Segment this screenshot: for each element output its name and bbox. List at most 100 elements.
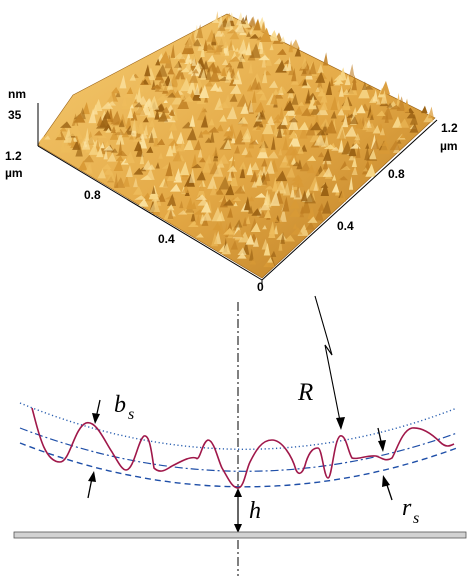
surface-peak	[184, 35, 195, 49]
surface-peak	[168, 121, 178, 131]
surface-peak	[286, 158, 293, 166]
surface-peak	[38, 135, 48, 143]
surface-peak	[136, 86, 142, 102]
surface-peak	[207, 175, 217, 189]
surface-peak	[386, 102, 393, 108]
surface-peak	[349, 116, 359, 125]
surface-peak	[55, 126, 62, 138]
surface-peak	[114, 124, 121, 133]
surface-peak	[253, 19, 261, 31]
surface-peak	[299, 125, 308, 139]
surface-peak	[358, 84, 370, 99]
surface-peak	[157, 110, 169, 122]
surface-peak	[246, 163, 254, 176]
surface-peak	[396, 139, 402, 144]
surface-peak	[134, 195, 147, 200]
surface-peak	[248, 61, 253, 74]
surface-peak	[217, 23, 226, 31]
surface-peak	[314, 133, 326, 146]
surface-peak	[133, 98, 138, 104]
surface-peak	[84, 127, 90, 141]
surface-peak	[260, 199, 271, 211]
surface-peak	[243, 196, 251, 211]
surface-peak	[268, 30, 279, 41]
surface-peak	[88, 143, 99, 155]
surface-peak	[266, 193, 272, 208]
surface-peak	[273, 113, 282, 120]
surface-peak	[148, 126, 158, 139]
surface-peak	[173, 52, 186, 60]
surface-peak	[409, 113, 418, 125]
surface-peak	[310, 140, 320, 148]
surface-peak	[244, 150, 253, 158]
surface-peak	[221, 242, 231, 255]
surface-peak	[63, 127, 73, 143]
surface-peak	[200, 68, 207, 80]
surface-peak	[337, 108, 345, 116]
surface-peak	[219, 114, 227, 122]
surface-peak	[187, 57, 194, 63]
surface-peak	[121, 131, 130, 138]
surface-peak	[88, 108, 97, 124]
surface-peak	[300, 205, 305, 214]
surface-peak	[176, 75, 183, 90]
surface-peak	[229, 31, 240, 40]
surface-peak	[230, 240, 238, 250]
surface-peak	[167, 92, 176, 98]
surface-peak	[260, 176, 271, 187]
surface-peak	[204, 93, 209, 103]
radius-label: R	[297, 379, 313, 406]
surface-peak	[118, 140, 123, 155]
surface-peak	[113, 173, 119, 188]
surface-peak	[323, 135, 329, 146]
afm-axes	[37, 103, 438, 290]
surface-peak	[149, 198, 160, 212]
surface-peak	[195, 24, 204, 39]
surface-peak	[165, 143, 174, 157]
surface-peak	[273, 121, 278, 136]
surface-peak	[378, 140, 390, 146]
surface-peak	[269, 216, 279, 222]
surface-peak	[353, 138, 361, 144]
surface-peak	[289, 208, 301, 217]
surface-peak	[103, 149, 108, 160]
surface-peak	[150, 84, 162, 89]
asperity-base-curve	[19, 442, 458, 488]
asperity-top-curve	[19, 402, 458, 450]
surface-peak	[191, 163, 202, 169]
surface-peak	[258, 54, 270, 61]
surface-peak	[249, 43, 261, 58]
surface-peak	[276, 125, 283, 138]
asperity-radius-arrows	[377, 427, 393, 501]
surface-peak	[342, 88, 350, 95]
surface-peak	[208, 69, 220, 82]
surface-peak	[235, 20, 245, 33]
surface-peak	[217, 154, 229, 164]
surface-peak	[210, 82, 220, 91]
y-axis-unit: µm	[5, 166, 23, 180]
surface-peak	[234, 185, 246, 194]
surface-peak	[275, 170, 288, 182]
surface-peak	[254, 101, 266, 113]
surface-peak	[129, 73, 136, 81]
surface-peak	[319, 100, 328, 111]
surface-peak	[204, 137, 212, 143]
surface-peak	[239, 165, 246, 179]
surface-peak	[225, 183, 235, 196]
surface-peak	[229, 12, 234, 21]
surface-peak	[132, 186, 143, 195]
surface-peak	[236, 252, 247, 259]
surface-peak	[365, 143, 370, 149]
surface-peak	[248, 196, 255, 202]
surface-peak	[280, 36, 286, 43]
surface-peak	[122, 175, 130, 187]
surface-peak	[376, 110, 386, 117]
surface-peak	[355, 145, 361, 158]
surface-peak	[312, 100, 318, 106]
surface-peak	[292, 223, 298, 229]
surface-peak	[296, 159, 303, 170]
surface-peak	[147, 95, 160, 110]
surface-peak	[194, 83, 200, 96]
surface-peak	[320, 91, 328, 103]
surface-peak	[213, 44, 221, 55]
